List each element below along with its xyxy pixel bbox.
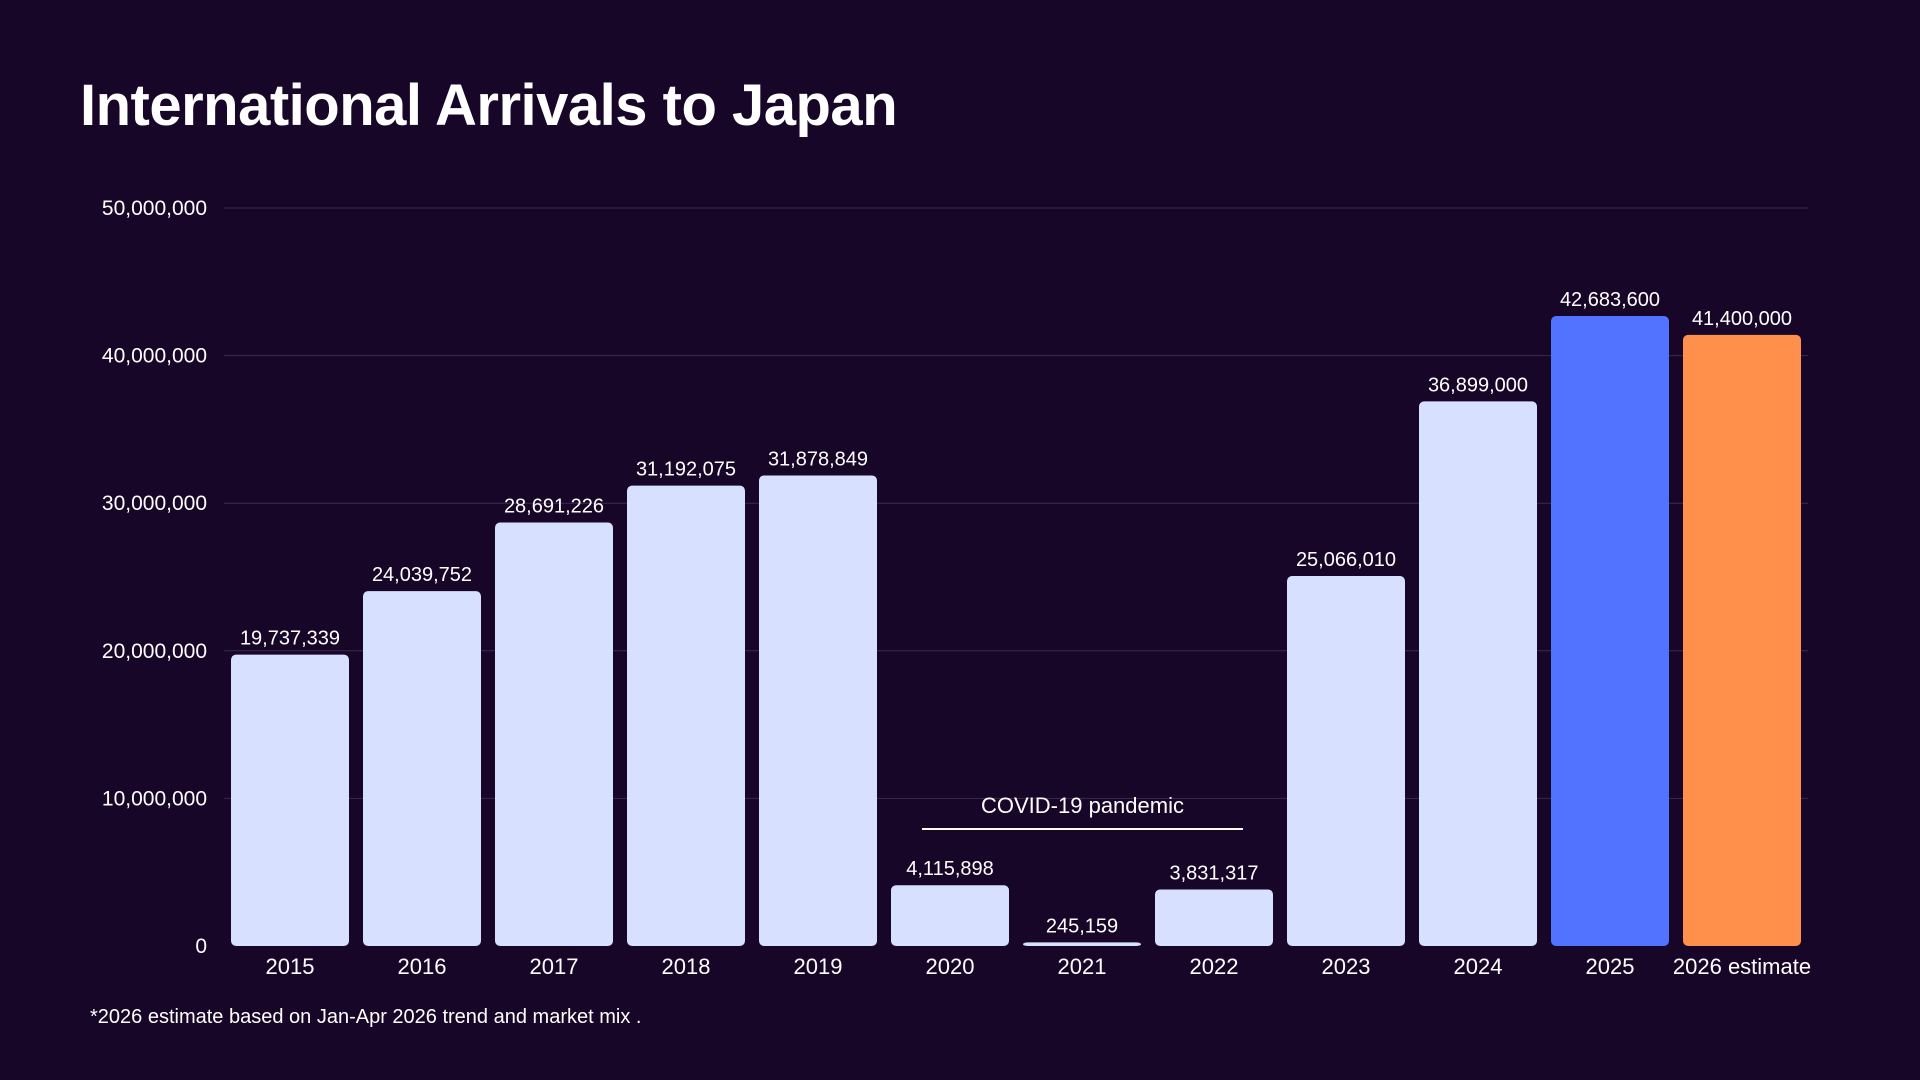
x-tick-label: 2026 estimate [1673,954,1811,979]
x-tick-label: 2016 [398,954,447,979]
data-label: 31,192,075 [636,459,736,481]
y-tick-label: 0 [195,935,207,958]
gridlines [224,207,1808,799]
data-label: 245,159 [1046,915,1118,937]
x-tick-label: 2023 [1322,954,1371,979]
bar-2017 [495,522,613,946]
data-label: 3,831,317 [1170,862,1259,884]
data-label: 4,115,898 [906,858,994,880]
x-tick-label: 2019 [794,954,843,979]
data-label: 36,899,000 [1428,374,1528,396]
footnote: *2026 estimate based on Jan-Apr 2026 tre… [90,1006,642,1028]
bar-2016 [363,591,481,946]
annotation-label: COVID-19 pandemic [981,793,1184,818]
bar-2023 [1287,576,1405,946]
x-tick-label: 2018 [662,954,711,979]
bar-2020 [891,885,1009,946]
bar-2019 [759,475,877,946]
data-label: 25,066,010 [1296,549,1396,571]
x-tick-label: 2020 [926,954,975,979]
data-label: 24,039,752 [372,564,472,586]
bars [231,315,1801,947]
annotations: COVID-19 pandemic [922,793,1243,830]
bar-2026-estimate [1683,334,1801,946]
bar-2021 [1023,942,1141,946]
x-tick-label: 2017 [530,954,579,979]
x-tick-label: 2024 [1454,954,1503,979]
x-tick-label: 2025 [1586,954,1635,979]
data-label: 41,400,000 [1692,308,1792,330]
x-tick-label: 2015 [266,954,315,979]
data-label: 31,878,849 [768,448,868,470]
y-tick-label: 30,000,000 [102,492,207,515]
x-tick-label: 2022 [1190,954,1239,979]
x-axis-ticks: 2015 2016 2017 2018 2019 2020 2021 2022 2023 2024… [266,954,1812,979]
data-labels: 19,737,339 24,039,752 28,691,226 31,192,075… [240,289,1792,937]
y-axis-ticks: 0 10,000,000 20,000,000 30,000,000 40,000,00… [102,197,207,958]
bar-2018 [627,485,745,946]
bar-2024 [1419,401,1537,947]
bar-2025 [1551,315,1669,946]
chart-title: International Arrivals to Japan [80,73,898,138]
data-label: 28,691,226 [504,496,604,518]
y-tick-label: 20,000,000 [102,640,207,663]
bar-2022 [1155,889,1273,946]
bar-2015 [231,654,349,946]
y-tick-label: 10,000,000 [102,787,207,810]
y-tick-label: 50,000,000 [102,197,207,220]
data-label: 19,737,339 [240,628,340,650]
x-tick-label: 2021 [1058,954,1107,979]
data-label: 42,683,600 [1560,289,1660,311]
y-tick-label: 40,000,000 [102,345,207,368]
